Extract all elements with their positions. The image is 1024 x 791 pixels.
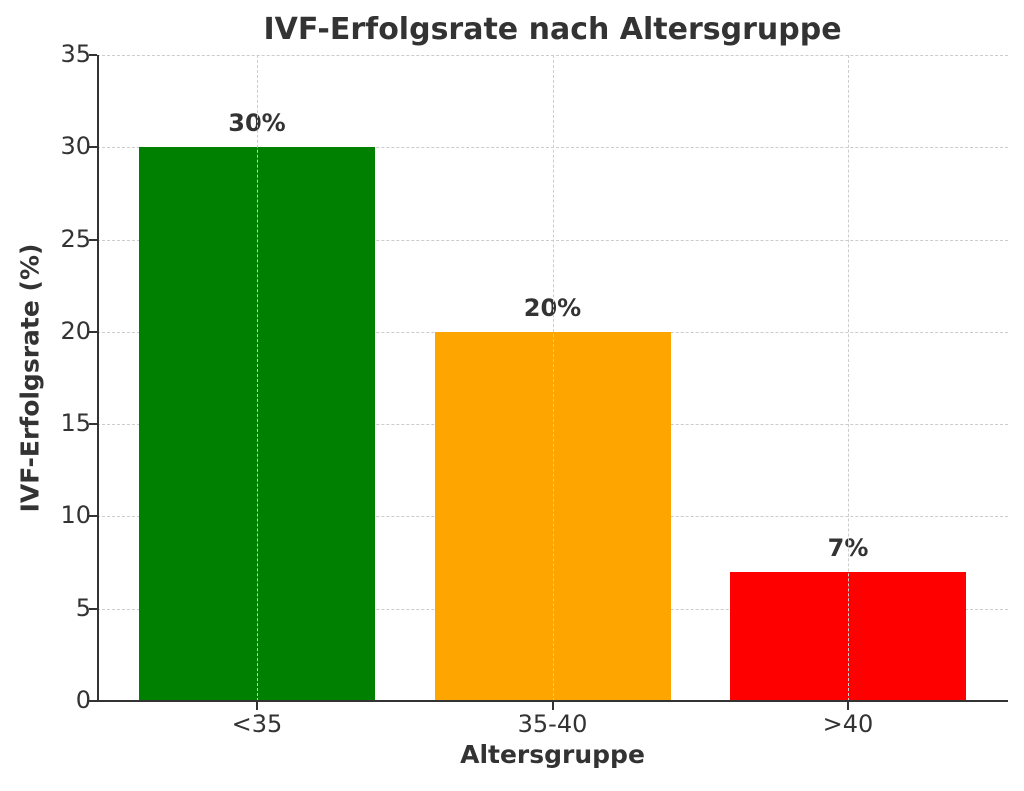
y-tick-label: 5 bbox=[75, 593, 91, 622]
y-tick-mark bbox=[89, 238, 97, 241]
x-axis-line bbox=[97, 700, 1008, 702]
y-tick-mark bbox=[89, 423, 97, 426]
y-tick-label: 15 bbox=[60, 409, 91, 438]
y-tick-mark bbox=[89, 607, 97, 610]
y-tick-label: 25 bbox=[60, 224, 91, 253]
y-tick-label: 0 bbox=[75, 686, 91, 714]
x-tick-mark bbox=[551, 702, 554, 710]
y-tick-label: 35 bbox=[60, 40, 91, 68]
y-axis-label: IVF-Erfolgsrate (%) bbox=[15, 243, 45, 513]
gridline-vertical bbox=[848, 55, 849, 701]
bar-value-label: 30% bbox=[228, 109, 286, 138]
x-tick-label: 35-40 bbox=[517, 710, 588, 738]
y-tick-label: 30 bbox=[60, 132, 91, 161]
y-tick-mark bbox=[89, 515, 97, 518]
x-tick-label: >40 bbox=[822, 710, 874, 738]
gridline-vertical bbox=[552, 55, 554, 701]
y-tick-label: 10 bbox=[60, 501, 91, 530]
x-tick-label: <35 bbox=[231, 710, 283, 738]
plot-area: 0 5 10 15 20 25 30 35 30% <35 20% 35-40 7% >40 bbox=[60, 40, 1008, 738]
x-tick-mark bbox=[256, 702, 258, 710]
y-tick-mark bbox=[89, 54, 97, 56]
y-tick-label: 20 bbox=[60, 316, 91, 345]
y-tick-mark bbox=[89, 330, 97, 333]
y-axis-line bbox=[97, 55, 99, 701]
y-tick-mark bbox=[89, 700, 97, 702]
x-tick-mark bbox=[847, 702, 849, 710]
gridline-vertical bbox=[257, 55, 258, 701]
x-axis-label: Altersgruppe bbox=[460, 740, 645, 769]
bar-value-label: 20% bbox=[523, 293, 582, 322]
y-tick-mark bbox=[89, 146, 97, 149]
chart-title: IVF-Erfolgsrate nach Altersgruppe bbox=[263, 12, 842, 47]
